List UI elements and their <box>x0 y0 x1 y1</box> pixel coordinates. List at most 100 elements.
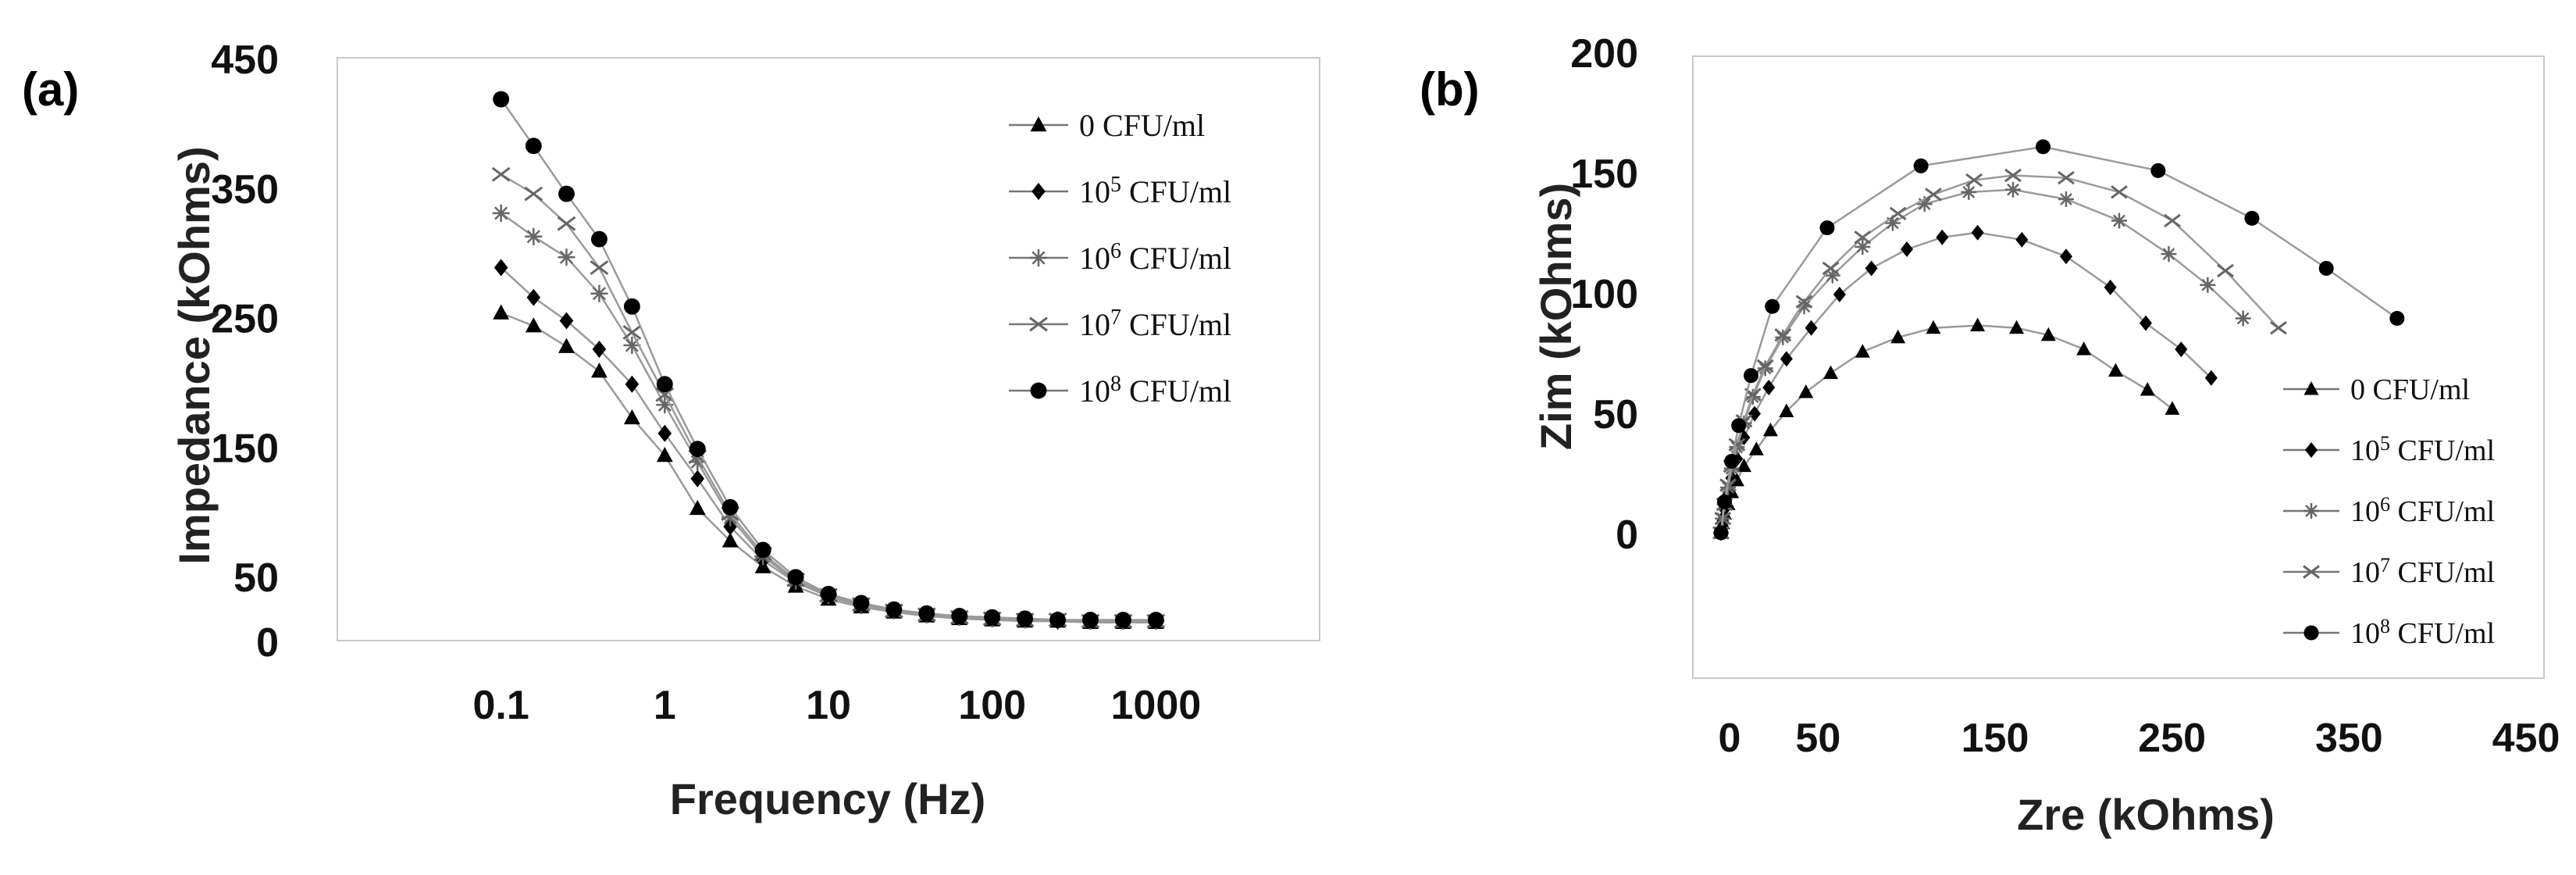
panel-b-x-tick-label: 250 <box>2138 716 2206 761</box>
panel-a-point-0-cfu-ml <box>721 532 739 548</box>
panel-a-point-10e8-cfu-ml <box>787 569 804 586</box>
panel-b-series-group <box>1712 139 2405 541</box>
panel-b-x-axis-title: Zre (kOhms) <box>2017 790 2275 839</box>
panel-a-point-10e6-cfu-ml <box>558 248 575 266</box>
panel-b-point-0-cfu-ml <box>1926 320 1941 334</box>
panel-b-legend: 0 CFU/ml 105 CFU/ml 106 CFU/ml 107 CFU/ml 10… <box>2283 373 2495 650</box>
panel-a-point-10e8-cfu-ml <box>918 605 935 622</box>
panel-b-point-10e5-cfu-ml <box>1805 320 1818 336</box>
panel-b-point-10e6-cfu-ml <box>2058 191 2074 207</box>
panel-a-y-axis-title: Impedance (kOhms) <box>169 146 219 564</box>
panel-b-point-10e7-cfu-ml <box>2270 321 2287 335</box>
panel-b-point-10e7-cfu-ml <box>1889 206 1907 220</box>
panel-b-point-10e8-cfu-ml <box>1724 454 1740 469</box>
panel-b-point-10e7-cfu-ml <box>1822 261 1840 276</box>
panel-b-point-10e5-cfu-ml <box>1936 229 1949 245</box>
panel-a-point-10e5-cfu-ml <box>723 518 738 536</box>
panel-b-point-10e8-cfu-ml <box>1731 418 1747 434</box>
panel-a-y-tick-labels: 0 50 150 250 350 450 <box>211 38 279 666</box>
panel-b-label: (b) <box>1420 63 1480 116</box>
panel-a-point-10e7-cfu-ml <box>590 260 609 276</box>
panel-a-legend: 0 CFU/ml 105 CFU/ml 106 CFU/ml 107 CFU/ml 10… <box>1009 108 1231 409</box>
panel-a-point-10e7-cfu-ml <box>524 186 543 202</box>
panel-b-y-tick-label: 100 <box>1570 272 1638 317</box>
panel-a-legend-marker <box>1030 382 1047 399</box>
panel-a-y-tick-label: 250 <box>211 297 279 342</box>
panel-a-legend-label: 105 CFU/ml <box>1079 173 1231 209</box>
panel-b-point-0-cfu-ml <box>1762 422 1778 437</box>
panel-b-point-10e6-cfu-ml <box>2111 212 2127 229</box>
panel-a-legend-marker <box>1029 316 1048 332</box>
panel-b-point-0-cfu-ml <box>1736 458 1751 473</box>
panel-a-point-0-cfu-ml <box>623 409 640 425</box>
panel-a-point-0-cfu-ml <box>656 446 673 462</box>
panel-b-point-10e8-cfu-ml <box>2318 260 2334 276</box>
panel-a-legend-label: 108 CFU/ml <box>1079 372 1231 409</box>
panel-b-legend-marker <box>2303 503 2319 519</box>
panel-b-point-10e8-cfu-ml <box>1717 494 1733 509</box>
panel-a-series-10e5-cfu-ml <box>493 259 1163 630</box>
panel-a-x-tick-label: 1000 <box>1110 683 1201 728</box>
panel-b-point-10e5-cfu-ml <box>2015 231 2029 248</box>
panel-b-legend-label: 106 CFU/ml <box>2350 493 2495 528</box>
panel-b-point-10e8-cfu-ml <box>1913 158 1929 173</box>
panel-a-point-0-cfu-ml <box>590 362 607 378</box>
panel-b-point-0-cfu-ml <box>1748 441 1764 455</box>
panel-b-point-10e8-cfu-ml <box>1819 220 1835 236</box>
panel-a-point-10e8-cfu-ml <box>590 230 607 248</box>
panel-a-point-0-cfu-ml <box>493 304 510 320</box>
panel-b-point-10e5-cfu-ml <box>2140 315 2152 331</box>
panel-a-y-tick-label: 450 <box>211 38 279 83</box>
panel-b-point-10e8-cfu-ml <box>2036 139 2051 155</box>
panel-b-x-tick-label: 450 <box>2492 716 2560 761</box>
panel-a-point-10e8-cfu-ml <box>1017 610 1034 627</box>
panel-a-point-10e8-cfu-ml <box>689 441 706 458</box>
panel-a-y-tick-label: 350 <box>211 167 279 212</box>
panel-a-x-tick-label: 100 <box>958 683 1026 728</box>
panel-a-point-10e6-cfu-ml <box>492 204 510 222</box>
panel-b-point-10e6-cfu-ml <box>1796 298 1812 315</box>
panel-b-point-10e5-cfu-ml <box>1901 241 1913 258</box>
panel-b-point-10e5-cfu-ml <box>1833 287 1846 302</box>
panel-a-point-10e6-cfu-ml <box>525 227 543 245</box>
panel-b-point-10e5-cfu-ml <box>1971 224 1984 241</box>
panel-b-y-tick-label: 150 <box>1570 152 1638 197</box>
panel-a-point-10e8-cfu-ml <box>984 609 1001 626</box>
panel-b-series-10e7-cfu-ml <box>1712 168 2287 540</box>
panel-a-point-10e8-cfu-ml <box>1082 612 1099 628</box>
panel-b-point-10e7-cfu-ml <box>1854 230 1872 245</box>
panel-b-line-10e6-cfu-ml <box>1719 188 2244 534</box>
panel-a-legend-marker <box>1030 249 1047 266</box>
panel-b-point-10e8-cfu-ml <box>1765 298 1780 314</box>
panel-a-legend-label: 0 CFU/ml <box>1079 108 1205 143</box>
panel-a-point-10e6-cfu-ml <box>590 284 608 302</box>
panel-b-point-10e7-cfu-ml <box>2058 170 2075 185</box>
panel-b-chart: (b) Zim (kOhms) Zre (kOhms) 0 50 100 150 200… <box>1420 31 2560 839</box>
panel-b-point-0-cfu-ml <box>2140 382 2155 396</box>
panel-a-chart: (a) Impedance (kOhms) Frequency (Hz) 0 50… <box>22 38 1320 823</box>
panel-a-series-group <box>491 91 1166 630</box>
panel-b-legend-label: 105 CFU/ml <box>2350 432 2495 467</box>
panel-a-point-10e8-cfu-ml <box>493 91 510 108</box>
panel-b-point-10e7-cfu-ml <box>1795 295 1813 309</box>
panel-b-y-tick-labels: 0 50 100 150 200 <box>1570 31 1638 558</box>
panel-a-legend-marker <box>1031 183 1046 200</box>
panel-a-point-10e8-cfu-ml <box>853 595 870 612</box>
panel-a-point-10e8-cfu-ml <box>951 608 968 624</box>
panel-b-series-10e5-cfu-ml <box>1715 224 2218 541</box>
panel-b-point-0-cfu-ml <box>2164 401 2180 415</box>
panel-a-plot-area <box>337 57 1320 641</box>
panel-b-point-10e5-cfu-ml <box>1865 260 1878 277</box>
panel-b-point-10e5-cfu-ml <box>1780 351 1793 367</box>
panel-b-point-10e8-cfu-ml <box>1713 525 1729 541</box>
panel-a-point-10e6-cfu-ml <box>689 453 707 471</box>
panel-a-line-0-cfu-ml <box>501 312 1156 624</box>
panel-a-series-10e8-cfu-ml <box>493 91 1164 628</box>
panel-a-legend-label: 107 CFU/ml <box>1079 305 1231 342</box>
panel-b-point-10e5-cfu-ml <box>2104 279 2117 295</box>
panel-a-point-10e5-cfu-ml <box>592 341 607 358</box>
panel-a-point-10e8-cfu-ml <box>558 185 575 202</box>
panel-b-point-10e8-cfu-ml <box>2150 162 2166 178</box>
panel-b-plot-area <box>1692 55 2545 679</box>
